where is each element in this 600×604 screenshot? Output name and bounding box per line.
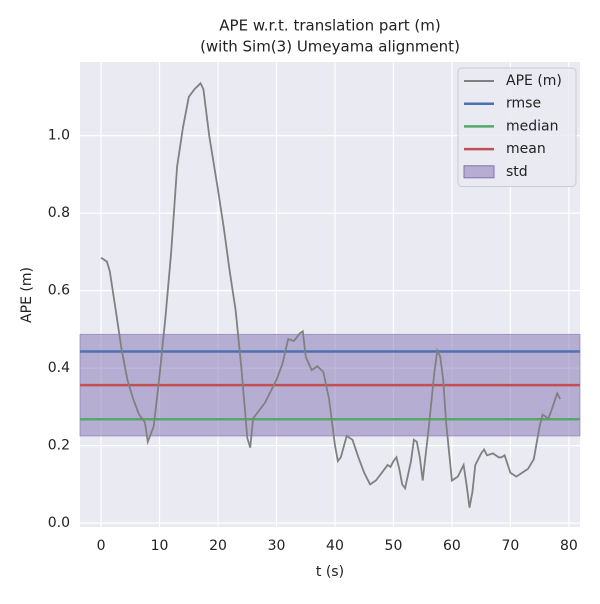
x-tick-label: 40 bbox=[326, 538, 344, 554]
legend-label: median bbox=[506, 118, 558, 134]
legend-label: mean bbox=[506, 141, 546, 157]
legend-label: std bbox=[506, 164, 528, 180]
x-tick-label: 60 bbox=[443, 538, 461, 554]
x-tick-label: 10 bbox=[151, 538, 169, 554]
y-tick-label: 0.8 bbox=[48, 205, 70, 221]
legend-label: APE (m) bbox=[506, 73, 562, 89]
x-tick-label: 50 bbox=[385, 538, 403, 554]
y-axis-label: APE (m) bbox=[19, 267, 35, 323]
legend-swatch bbox=[463, 165, 495, 179]
y-tick-label: 0.0 bbox=[48, 515, 70, 531]
data-line bbox=[100, 81, 561, 508]
chart-title: APE w.r.t. translation part (m) bbox=[219, 17, 440, 35]
y-tick-label: 0.6 bbox=[48, 283, 70, 299]
y-tick-label: 0.2 bbox=[48, 438, 70, 454]
x-tick-label: 0 bbox=[97, 538, 106, 554]
chart-subtitle: (with Sim(3) Umeyama alignment) bbox=[200, 38, 460, 56]
legend-label: rmse bbox=[506, 96, 541, 112]
x-tick-label: 20 bbox=[209, 538, 227, 554]
x-tick-label: 30 bbox=[268, 538, 286, 554]
legend-box bbox=[457, 67, 577, 187]
x-tick-label: 80 bbox=[560, 538, 578, 554]
y-tick-label: 0.4 bbox=[48, 360, 70, 376]
x-axis-label: t (s) bbox=[316, 564, 344, 580]
y-tick-label: 1.0 bbox=[48, 128, 70, 144]
x-tick-label: 70 bbox=[501, 538, 519, 554]
